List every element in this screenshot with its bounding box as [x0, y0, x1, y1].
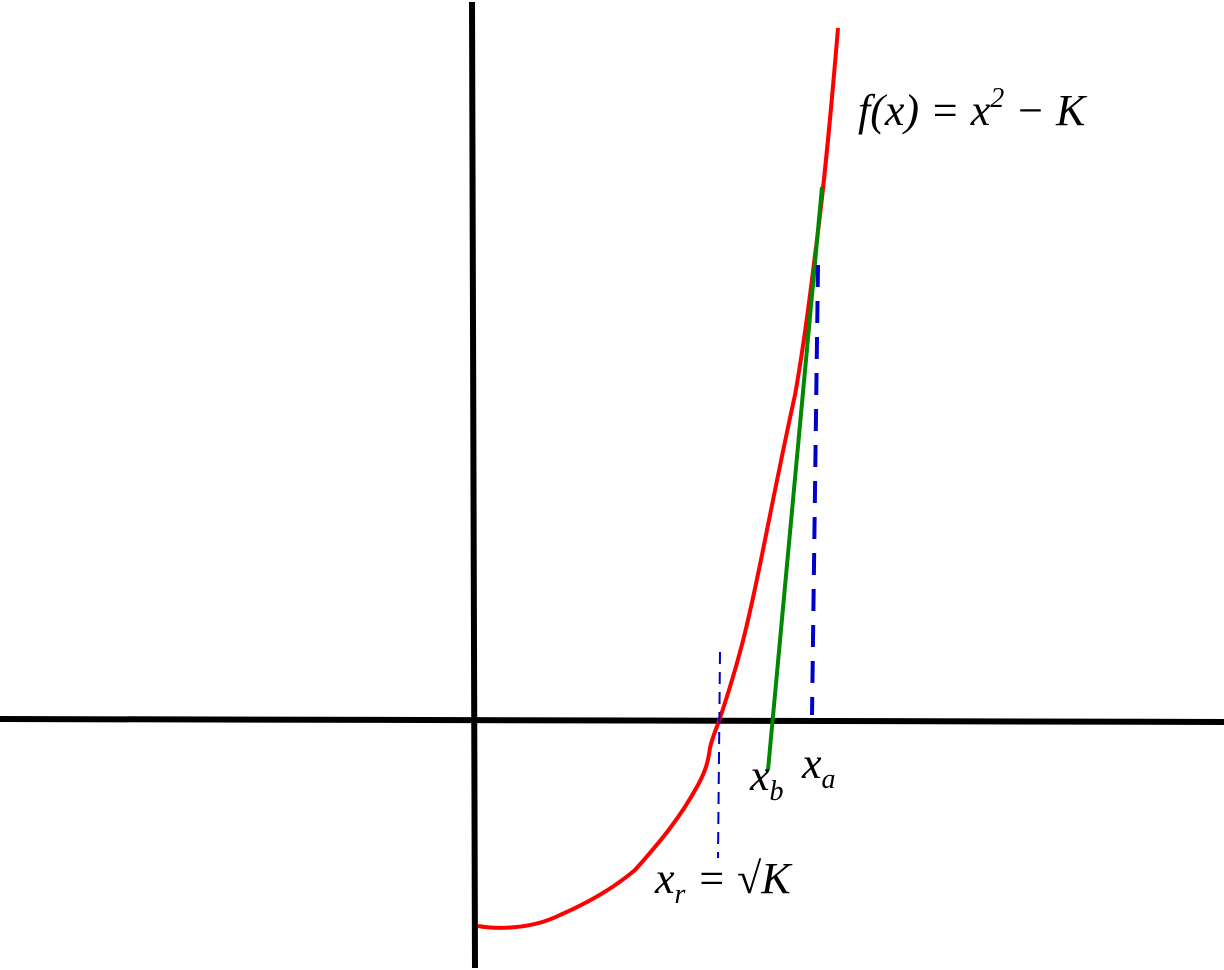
- xb-base: x: [749, 751, 770, 800]
- function-exponent: 2: [990, 83, 1004, 114]
- root-label: xr = √K: [654, 854, 793, 910]
- x-axis: [0, 716, 1224, 725]
- root-sub: r: [675, 879, 686, 910]
- root-tail: = √K: [685, 854, 793, 903]
- function-tail: − K: [1004, 86, 1088, 135]
- function-curve: [477, 27, 840, 930]
- root-base: x: [654, 854, 675, 903]
- xb-label: xb: [749, 751, 784, 807]
- y-axis: [469, 1, 478, 969]
- function-base: f(x) = x: [858, 86, 991, 135]
- xa-guide: [810, 264, 820, 716]
- xb-sub: b: [770, 776, 784, 807]
- xa-label: xa: [801, 739, 836, 795]
- secant-line: [766, 186, 824, 771]
- function-label: f(x) = x2 − K: [858, 83, 1088, 135]
- root-guide: [717, 651, 721, 859]
- xa-sub: a: [822, 764, 836, 795]
- xa-base: x: [801, 739, 822, 788]
